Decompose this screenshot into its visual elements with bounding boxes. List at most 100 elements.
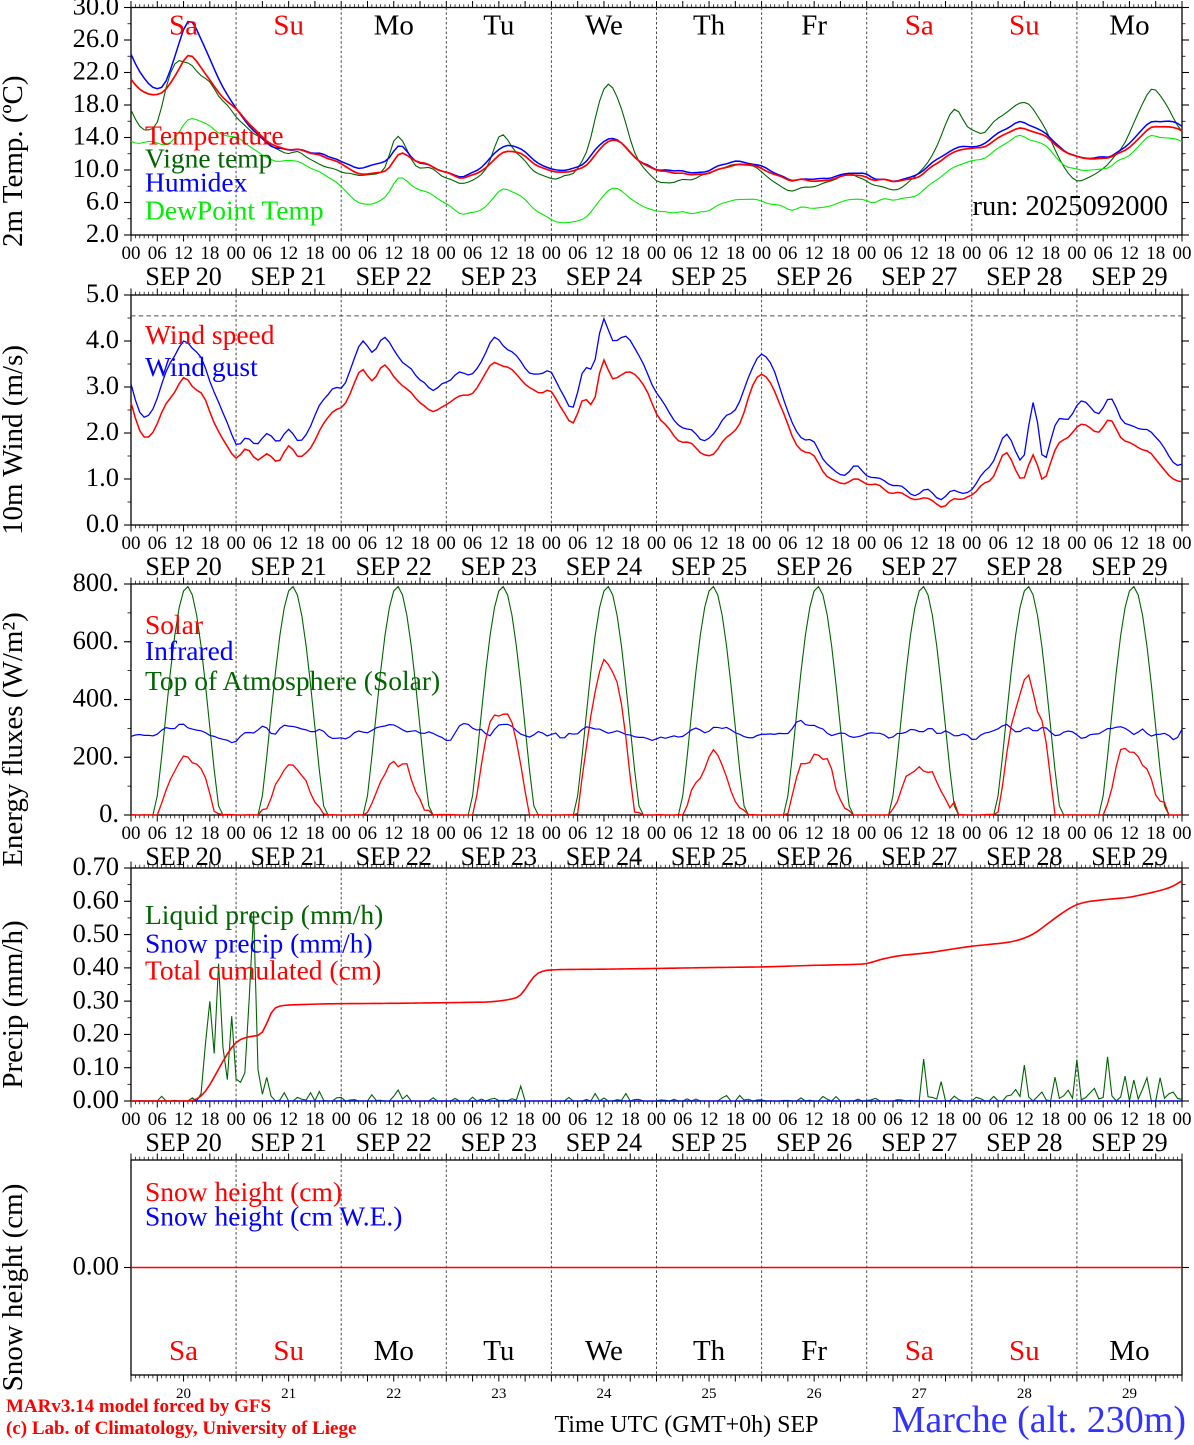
svg-text:12: 12 — [805, 243, 824, 264]
svg-text:06: 06 — [778, 1109, 797, 1130]
svg-text:We: We — [585, 10, 623, 42]
svg-text:00: 00 — [647, 533, 666, 554]
svg-text:18: 18 — [200, 243, 219, 264]
svg-text:06: 06 — [778, 243, 797, 264]
svg-text:Su: Su — [1009, 10, 1040, 42]
svg-text:18: 18 — [305, 1109, 324, 1130]
svg-text:00: 00 — [332, 243, 351, 264]
svg-text:00: 00 — [542, 243, 561, 264]
svg-text:SEP 23: SEP 23 — [461, 1128, 537, 1157]
svg-text:(c) Lab. of Climatology, Unive: (c) Lab. of Climatology, University of L… — [6, 1418, 356, 1439]
svg-text:SEP 26: SEP 26 — [776, 552, 852, 581]
svg-text:00: 00 — [332, 823, 351, 844]
svg-text:18: 18 — [936, 533, 955, 554]
svg-text:18: 18 — [516, 823, 535, 844]
svg-text:Humidex: Humidex — [145, 167, 248, 198]
svg-text:SEP 20: SEP 20 — [145, 262, 221, 291]
svg-text:00: 00 — [1067, 243, 1086, 264]
svg-text:18: 18 — [831, 1109, 850, 1130]
svg-text:06: 06 — [463, 533, 482, 554]
svg-text:DewPoint Temp: DewPoint Temp — [145, 195, 324, 226]
svg-text:12: 12 — [279, 1109, 298, 1130]
svg-text:18: 18 — [200, 533, 219, 554]
svg-text:00: 00 — [857, 533, 876, 554]
svg-text:18: 18 — [305, 823, 324, 844]
svg-text:06: 06 — [463, 1109, 482, 1130]
svg-text:06: 06 — [253, 1109, 272, 1130]
svg-text:0.0: 0.0 — [86, 508, 119, 538]
svg-text:Sa: Sa — [905, 1335, 934, 1367]
svg-text:00: 00 — [647, 823, 666, 844]
svg-text:06: 06 — [1094, 533, 1113, 554]
svg-text:00: 00 — [857, 1109, 876, 1130]
svg-text:06: 06 — [568, 1109, 587, 1130]
svg-text:Sa: Sa — [169, 10, 198, 42]
svg-text:4.0: 4.0 — [86, 324, 119, 354]
svg-text:SEP 21: SEP 21 — [250, 262, 326, 291]
svg-text:00: 00 — [647, 1109, 666, 1130]
svg-text:SEP 21: SEP 21 — [250, 1128, 326, 1157]
svg-text:18: 18 — [1146, 1109, 1165, 1130]
svg-text:SEP 25: SEP 25 — [671, 262, 747, 291]
svg-text:12: 12 — [174, 533, 193, 554]
svg-text:18: 18 — [726, 823, 745, 844]
svg-text:25: 25 — [702, 1386, 717, 1402]
svg-text:06: 06 — [148, 823, 167, 844]
svg-text:MARv3.14 model forced by GFS: MARv3.14 model forced by GFS — [6, 1396, 271, 1417]
svg-text:18: 18 — [411, 823, 430, 844]
svg-text:800.: 800. — [73, 567, 119, 597]
svg-text:30.0: 30.0 — [73, 0, 119, 21]
svg-text:18: 18 — [305, 533, 324, 554]
svg-text:Mo: Mo — [1109, 10, 1149, 42]
svg-text:6.0: 6.0 — [86, 186, 119, 216]
svg-text:00: 00 — [437, 243, 456, 264]
svg-text:18: 18 — [1146, 823, 1165, 844]
svg-text:12: 12 — [700, 1109, 719, 1130]
svg-text:SEP 23: SEP 23 — [461, 262, 537, 291]
svg-text:24: 24 — [596, 1386, 612, 1402]
svg-text:06: 06 — [463, 823, 482, 844]
svg-text:SEP 22: SEP 22 — [356, 552, 432, 581]
svg-text:00: 00 — [962, 243, 981, 264]
svg-text:06: 06 — [148, 1109, 167, 1130]
svg-text:06: 06 — [463, 243, 482, 264]
svg-text:00: 00 — [227, 243, 246, 264]
svg-text:Su: Su — [1009, 1335, 1040, 1367]
svg-text:06: 06 — [358, 243, 377, 264]
svg-text:12: 12 — [489, 823, 508, 844]
svg-text:12: 12 — [489, 1109, 508, 1130]
svg-text:06: 06 — [673, 823, 692, 844]
svg-text:12: 12 — [279, 823, 298, 844]
svg-text:00: 00 — [542, 1109, 561, 1130]
svg-text:00: 00 — [227, 823, 246, 844]
svg-text:12: 12 — [174, 823, 193, 844]
svg-text:18: 18 — [831, 243, 850, 264]
svg-text:Snow height (cm W.E.): Snow height (cm W.E.) — [145, 1201, 402, 1232]
svg-text:12: 12 — [1120, 533, 1139, 554]
svg-text:12: 12 — [279, 533, 298, 554]
svg-text:SEP 20: SEP 20 — [145, 1128, 221, 1157]
svg-text:12: 12 — [489, 243, 508, 264]
svg-text:Th: Th — [693, 1335, 726, 1367]
svg-text:12: 12 — [174, 243, 193, 264]
svg-text:00: 00 — [122, 243, 141, 264]
svg-text:Mo: Mo — [374, 10, 414, 42]
svg-text:18: 18 — [516, 533, 535, 554]
svg-text:Energy fluxes (W/m²): Energy fluxes (W/m²) — [0, 612, 29, 867]
svg-text:2.0: 2.0 — [86, 218, 119, 248]
svg-text:06: 06 — [778, 823, 797, 844]
svg-text:12: 12 — [700, 243, 719, 264]
svg-text:0.70: 0.70 — [73, 851, 119, 881]
svg-text:12: 12 — [805, 533, 824, 554]
svg-text:18: 18 — [726, 533, 745, 554]
svg-text:1.0: 1.0 — [86, 462, 119, 492]
svg-text:12: 12 — [594, 823, 613, 844]
svg-text:22: 22 — [386, 1386, 401, 1402]
svg-text:06: 06 — [253, 533, 272, 554]
svg-text:18: 18 — [1146, 243, 1165, 264]
svg-text:06: 06 — [883, 243, 902, 264]
svg-text:00: 00 — [1173, 243, 1192, 264]
svg-text:18: 18 — [200, 1109, 219, 1130]
svg-text:SEP 29: SEP 29 — [1091, 1128, 1167, 1157]
svg-text:18: 18 — [726, 243, 745, 264]
